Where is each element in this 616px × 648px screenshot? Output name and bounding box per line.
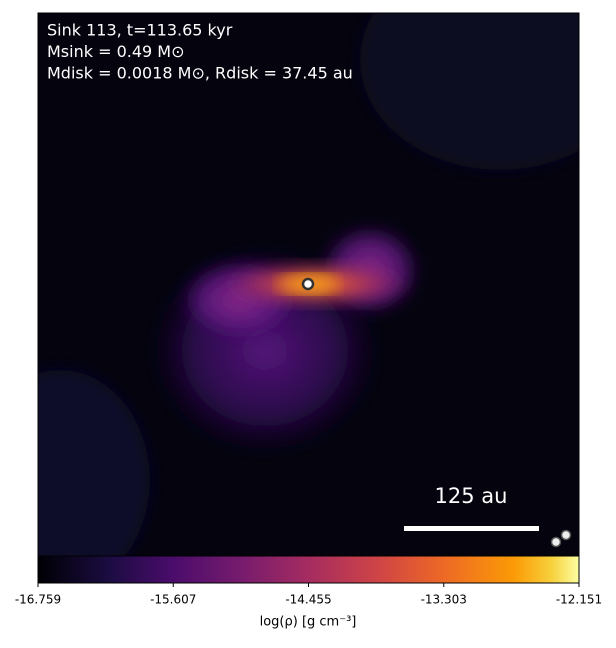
sink-marker: [301, 277, 315, 291]
colorbar-label: log(ρ) [g cm⁻³]: [260, 615, 357, 630]
scale-bar: [404, 526, 539, 531]
colorbar: [37, 555, 580, 584]
density-image: [38, 13, 579, 556]
colorbar-tick-label: -14.455: [285, 593, 331, 607]
colorbar-tick-label: -13.303: [421, 593, 467, 607]
colorbar-tick-label: -12.151: [556, 593, 602, 607]
annotation: Mdisk = 0.0018 M⊙, Rdisk = 37.45 au: [47, 64, 353, 83]
colorbar-tick-label: -16.759: [15, 593, 61, 607]
annotation: Msink = 0.49 M⊙: [47, 42, 185, 61]
scale-bar-label: 125 au: [435, 484, 508, 508]
sink-marker: [550, 536, 562, 548]
sink-marker: [560, 529, 572, 541]
colorbar-tick-label: -15.607: [150, 593, 196, 607]
annotation: Sink 113, t=113.65 kyr: [47, 21, 233, 40]
